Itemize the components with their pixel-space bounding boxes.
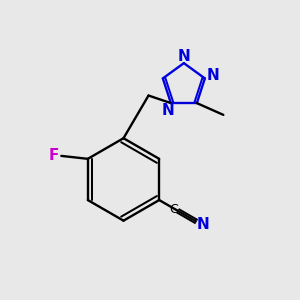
Text: N: N <box>197 217 209 232</box>
Text: N: N <box>206 68 219 83</box>
Text: F: F <box>49 148 59 164</box>
Text: N: N <box>162 103 174 118</box>
Text: N: N <box>178 49 190 64</box>
Text: C: C <box>169 203 178 216</box>
